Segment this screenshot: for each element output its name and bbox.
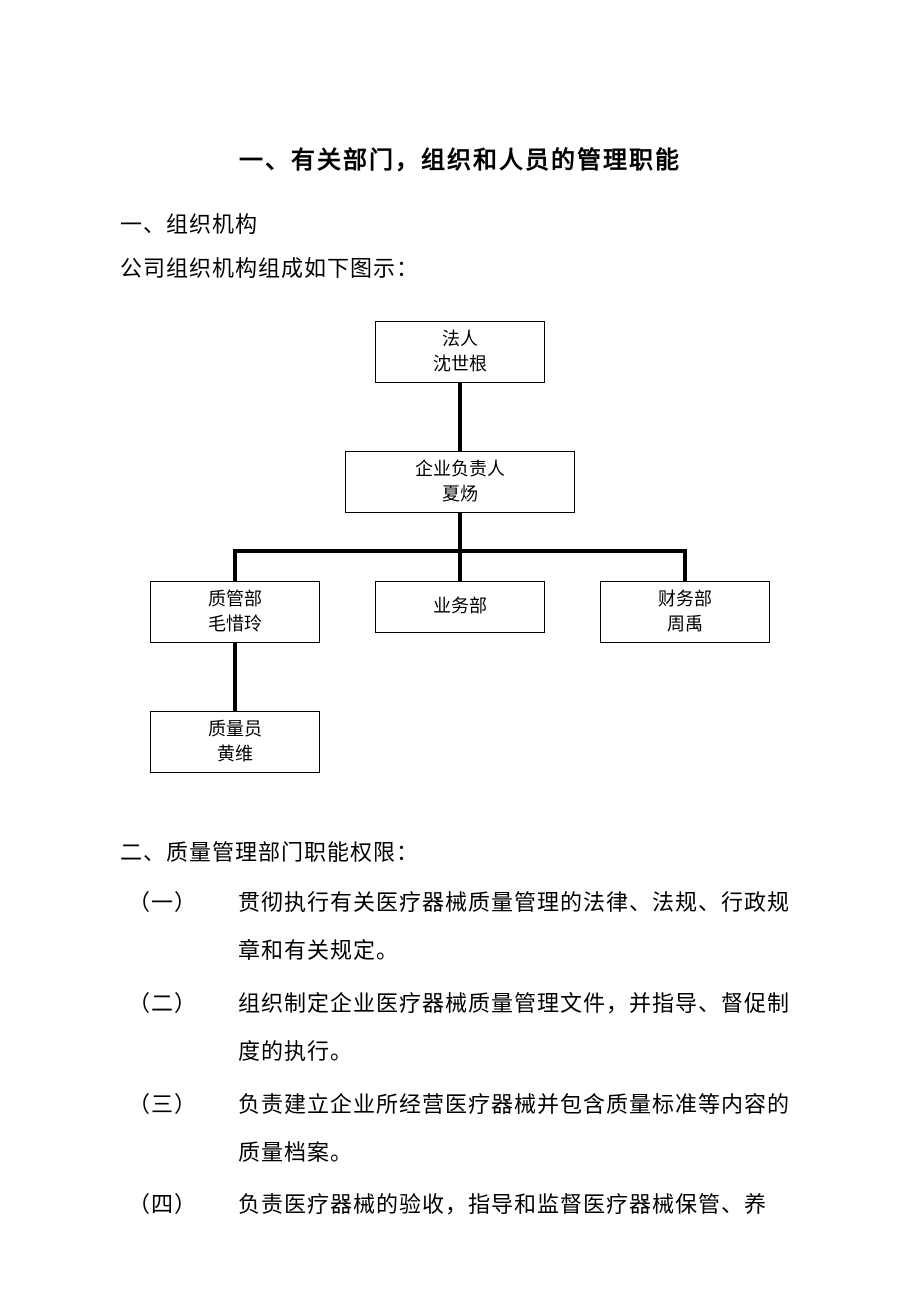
list-item: （一）贯彻执行有关医疗器械质量管理的法律、法规、行政规章和有关规定。 (120, 879, 800, 976)
section-2-heading: 二、质量管理部门职能权限： (120, 831, 800, 875)
org-node: 业务部 (375, 581, 545, 633)
list-item-number: （四） (120, 1181, 238, 1229)
org-node-name: 夏炀 (442, 482, 478, 507)
org-node: 企业负责人夏炀 (345, 451, 575, 513)
org-connector (458, 513, 462, 551)
org-node-name: 黄维 (217, 742, 253, 767)
org-node: 质量员黄维 (150, 711, 320, 773)
list-item-number: （二） (120, 980, 238, 1077)
list-item-text: 负责医疗器械的验收，指导和监督医疗器械保管、养 (238, 1181, 800, 1229)
org-connector (683, 549, 687, 581)
list-item: （二）组织制定企业医疗器械质量管理文件，并指导、督促制度的执行。 (120, 980, 800, 1077)
org-connector (233, 643, 237, 711)
document-page: 一、有关部门，组织和人员的管理职能 一、组织机构 公司组织机构组成如下图示： 法… (0, 0, 920, 1302)
org-node-title: 质管部 (208, 587, 262, 612)
org-node: 质管部毛惜玲 (150, 581, 320, 643)
org-node-title: 企业负责人 (415, 457, 505, 482)
list-item-text: 负责建立企业所经营医疗器械并包含质量标准等内容的质量档案。 (238, 1081, 800, 1178)
page-title: 一、有关部门，组织和人员的管理职能 (120, 140, 800, 175)
org-node-name: 沈世根 (433, 352, 487, 377)
list-item: （四）负责医疗器械的验收，指导和监督医疗器械保管、养 (120, 1181, 800, 1229)
list-item-text: 贯彻执行有关医疗器械质量管理的法律、法规、行政规章和有关规定。 (238, 879, 800, 976)
org-node-title: 财务部 (658, 587, 712, 612)
list-item-number: （一） (120, 879, 238, 976)
list-item: （三）负责建立企业所经营医疗器械并包含质量标准等内容的质量档案。 (120, 1081, 800, 1178)
org-node-title: 法人 (442, 327, 478, 352)
list-item-number: （三） (120, 1081, 238, 1178)
org-node-name: 周禹 (667, 612, 703, 637)
org-connector (233, 549, 237, 581)
org-connector (458, 549, 462, 581)
org-node-title: 质量员 (208, 717, 262, 742)
function-list: （一）贯彻执行有关医疗器械质量管理的法律、法规、行政规章和有关规定。（二）组织制… (120, 879, 800, 1230)
org-chart: 法人沈世根企业负责人夏炀质管部毛惜玲 业务部 财务部周禹质量员黄维 (120, 321, 800, 791)
section-1-heading: 一、组织机构 (120, 203, 800, 247)
section-1-intro: 公司组织机构组成如下图示： (120, 247, 800, 291)
org-connector (458, 383, 462, 451)
org-node: 财务部周禹 (600, 581, 770, 643)
org-node-name: 毛惜玲 (208, 612, 262, 637)
org-node-title: 业务部 (433, 594, 487, 619)
list-item-text: 组织制定企业医疗器械质量管理文件，并指导、督促制度的执行。 (238, 980, 800, 1077)
org-node: 法人沈世根 (375, 321, 545, 383)
